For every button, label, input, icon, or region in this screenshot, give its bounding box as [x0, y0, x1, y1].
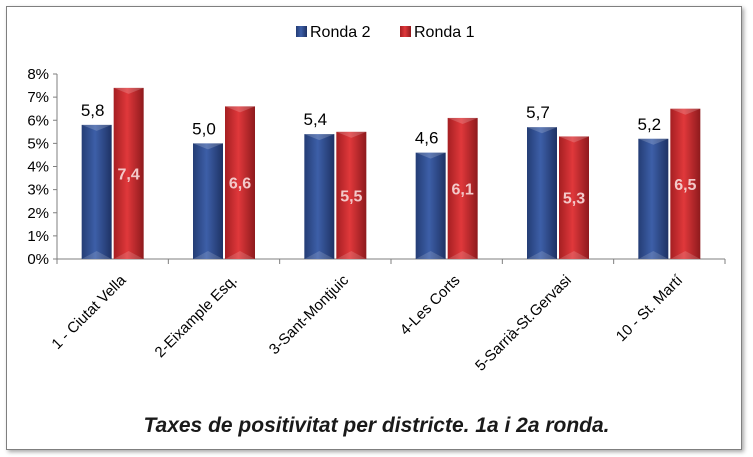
bar-bottom-highlight — [559, 251, 589, 259]
x-category-label: 2-Eixample Esq. — [152, 272, 241, 361]
data-label-ronda-2: 4,6 — [415, 129, 439, 148]
data-label-ronda-1: 5,5 — [340, 188, 362, 205]
data-label-ronda-1: 6,6 — [229, 176, 251, 193]
y-tick-label: 0% — [27, 251, 49, 268]
bar-top-highlight — [415, 152, 446, 159]
data-label-ronda-2: 5,7 — [526, 103, 550, 122]
bar-top-highlight — [225, 106, 255, 113]
bar-ronda-1 — [670, 108, 701, 259]
bar-ronda-2 — [304, 134, 335, 259]
bar-top-highlight — [304, 134, 335, 141]
legend-swatch-ronda-1 — [400, 26, 411, 37]
bar-bottom-highlight — [113, 251, 144, 259]
chart-caption: Taxes de positivitat per districte. 1a i… — [143, 414, 610, 437]
legend: Ronda 2 Ronda 1 — [296, 24, 475, 41]
bar-ronda-1 — [336, 131, 367, 259]
x-category-label: 4-Les Corts — [397, 272, 464, 339]
x-category-label: 10 - St. Martí — [613, 271, 687, 345]
bar-top-highlight — [113, 87, 144, 94]
bar-top-highlight — [638, 138, 669, 145]
y-tick-label: 8% — [27, 66, 49, 83]
bar-ronda-1 — [559, 136, 589, 259]
y-tick-label: 1% — [27, 228, 49, 245]
data-label-ronda-1: 6,5 — [674, 177, 696, 194]
y-tick-label: 6% — [27, 112, 49, 129]
bar-top-highlight — [447, 117, 478, 124]
bar-bottom-highlight — [447, 251, 478, 259]
bar-top-highlight — [81, 124, 112, 131]
bar-ronda-2 — [81, 124, 112, 259]
data-label-ronda-1: 5,3 — [563, 191, 585, 208]
bar-top-highlight — [193, 143, 223, 150]
legend-label-ronda-2: Ronda 2 — [310, 24, 371, 41]
bar-ronda-2 — [527, 127, 557, 259]
data-labels: 5,8 7,4 5,0 6,6 5,4 5,5 4,6 6,1 5,7 5,3 5,2 6,5 — [81, 101, 697, 208]
y-tick-label: 2% — [27, 205, 49, 222]
y-tick-label: 3% — [27, 182, 49, 199]
x-category-label: 5-Sarrià-St.Gervasi — [472, 272, 575, 375]
bar-bottom-highlight — [670, 251, 701, 259]
data-label-ronda-2: 5,8 — [81, 101, 105, 120]
bars — [81, 87, 701, 259]
bar-top-highlight — [670, 108, 701, 115]
data-label-ronda-2: 5,2 — [638, 115, 662, 134]
x-category-label: 1 - Ciutat Vella — [48, 271, 129, 352]
bar-bottom-highlight — [81, 251, 112, 259]
data-label-ronda-2: 5,4 — [304, 110, 328, 129]
bar-ronda-2 — [415, 152, 446, 259]
y-tick-label: 7% — [27, 89, 49, 106]
bar-bottom-highlight — [193, 251, 223, 259]
data-label-ronda-1: 7,4 — [118, 166, 140, 183]
bar-ronda-2 — [638, 138, 669, 259]
bar-bottom-highlight — [336, 251, 367, 259]
bar-top-highlight — [559, 136, 589, 143]
bar-ronda-1 — [447, 117, 478, 259]
legend-swatch-ronda-2 — [296, 26, 307, 37]
data-label-ronda-2: 5,0 — [192, 119, 216, 138]
bar-ronda-1 — [225, 106, 255, 259]
x-category-label: 3-Sant-Montjuic — [266, 271, 353, 358]
data-label-ronda-1: 6,1 — [452, 181, 474, 198]
bar-top-highlight — [527, 127, 557, 134]
y-tick-label: 4% — [27, 159, 49, 176]
bar-bottom-highlight — [527, 251, 557, 259]
bar-bottom-highlight — [415, 251, 446, 259]
bar-ronda-2 — [193, 143, 223, 259]
bar-ronda-1 — [113, 87, 144, 259]
y-tick-label: 5% — [27, 135, 49, 152]
bar-bottom-highlight — [225, 251, 255, 259]
bar-top-highlight — [336, 131, 367, 138]
legend-label-ronda-1: Ronda 1 — [414, 24, 475, 41]
bar-bottom-highlight — [304, 251, 335, 259]
bar-bottom-highlight — [638, 251, 669, 259]
